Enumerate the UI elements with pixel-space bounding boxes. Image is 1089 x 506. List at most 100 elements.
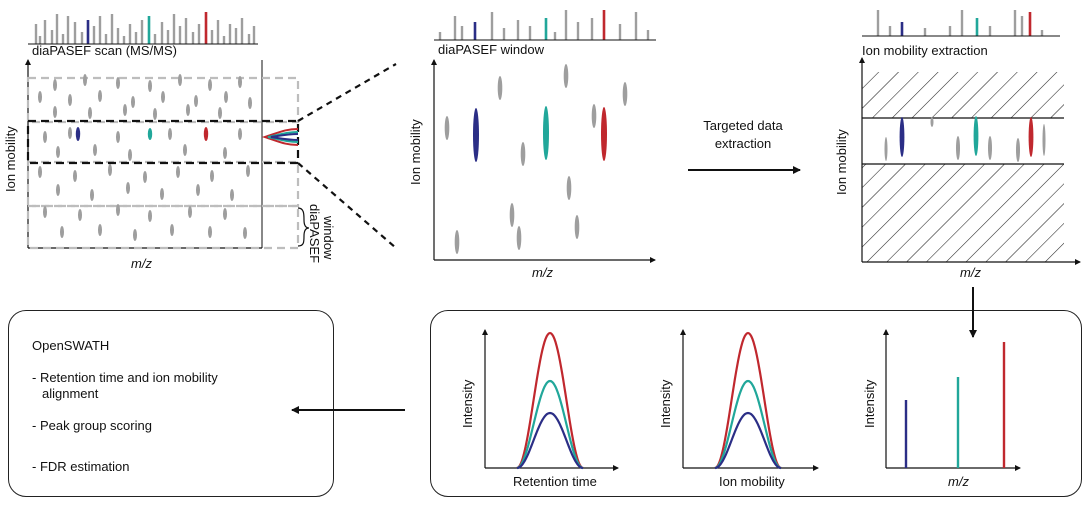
precursor-spot bbox=[194, 95, 198, 107]
window-label-line1: diaPASEF bbox=[307, 204, 322, 263]
precursor-spot bbox=[98, 224, 102, 236]
precursor-spot bbox=[509, 203, 515, 227]
precursor-spot bbox=[223, 147, 227, 159]
precursor-spot bbox=[186, 104, 190, 116]
peak-curve bbox=[714, 379, 782, 470]
summary-item-alignment-cont: alignment bbox=[42, 386, 99, 401]
precursor-spot bbox=[161, 91, 165, 103]
precursor-spot bbox=[83, 74, 87, 86]
precursor-spot bbox=[128, 149, 132, 161]
extraction-hatch-upper bbox=[862, 72, 1064, 118]
precursor-spot bbox=[1016, 138, 1020, 162]
precursor-spot bbox=[188, 206, 192, 218]
precursor-spot bbox=[218, 107, 222, 119]
summary-item-alignment: - Retention time and ion mobility bbox=[32, 370, 218, 385]
extraction-hatch-lower bbox=[862, 164, 1064, 262]
precursor-spot bbox=[108, 164, 112, 176]
extraction-panel-title: Ion mobility extraction bbox=[862, 43, 988, 58]
precursor-spot bbox=[473, 108, 479, 162]
extraction-x-label: m/z bbox=[960, 265, 981, 280]
precursor-spot bbox=[591, 104, 597, 128]
precursor-spot bbox=[516, 226, 522, 250]
precursor-spot bbox=[75, 127, 81, 141]
extraction-arrow-label-line1: Targeted data bbox=[703, 118, 783, 133]
window-brace bbox=[297, 207, 310, 247]
precursor-spot bbox=[956, 136, 960, 160]
precursor-spot bbox=[884, 137, 888, 161]
extraction-band-spots bbox=[884, 116, 1046, 162]
precursor-spot bbox=[147, 128, 153, 140]
precursor-spot bbox=[43, 206, 47, 218]
im-plot-y-label: Intensity bbox=[658, 379, 673, 428]
precursor-spot bbox=[1028, 117, 1034, 157]
precursor-spot bbox=[131, 96, 135, 108]
precursor-spot bbox=[183, 144, 187, 156]
precursor-spot bbox=[210, 170, 214, 182]
extracted-signal-plots-box bbox=[430, 310, 1082, 497]
precursor-spot bbox=[988, 136, 992, 160]
precursor-spot bbox=[230, 189, 234, 201]
rt-plot-x-label: Retention time bbox=[513, 474, 597, 489]
profile-teal bbox=[267, 131, 299, 143]
precursor-spot bbox=[123, 104, 127, 116]
precursor-spot bbox=[203, 127, 209, 141]
window-y-label: Ion mobility bbox=[408, 119, 423, 185]
precursor-spot bbox=[38, 91, 42, 103]
window-label-line2: window bbox=[321, 215, 336, 260]
peak-curve bbox=[516, 411, 584, 470]
window-x-label: m/z bbox=[532, 265, 553, 280]
scan-x-label: m/z bbox=[131, 256, 152, 271]
precursor-spot bbox=[208, 226, 212, 238]
mz-plot-y-label: Intensity bbox=[862, 379, 877, 428]
peak-curve bbox=[714, 411, 782, 470]
precursor-spot bbox=[56, 184, 60, 196]
precursor-spot bbox=[248, 97, 252, 109]
precursor-spot bbox=[116, 204, 120, 216]
window-selected-dashed bbox=[26, 119, 300, 165]
precursor-spot bbox=[973, 116, 979, 156]
precursor-spot bbox=[170, 224, 174, 236]
scan-ms-spectrum bbox=[34, 12, 256, 44]
precursor-spot bbox=[38, 166, 42, 178]
window-panel-title: diaPASEF window bbox=[438, 42, 545, 57]
precursor-spot bbox=[246, 165, 250, 177]
precursor-spot bbox=[196, 184, 200, 196]
precursor-spot bbox=[224, 91, 228, 103]
precursor-spot bbox=[497, 76, 503, 100]
peak-curve bbox=[714, 331, 782, 470]
extraction-ms-spectrum bbox=[876, 10, 1044, 36]
extraction-arrow-label-line2: extraction bbox=[715, 136, 771, 151]
precursor-spot bbox=[93, 144, 97, 156]
peak-curve bbox=[516, 331, 584, 470]
profile-blue bbox=[270, 133, 299, 141]
precursor-spot bbox=[160, 188, 164, 200]
summary-item-scoring: - Peak group scoring bbox=[32, 418, 152, 433]
precursor-spot bbox=[148, 80, 152, 92]
precursor-spot bbox=[601, 107, 607, 161]
summary-item-fdr: - FDR estimation bbox=[32, 459, 130, 474]
precursor-spot bbox=[53, 79, 57, 91]
precursor-spot bbox=[520, 142, 526, 166]
precursor-spot bbox=[176, 166, 180, 178]
precursor-spot bbox=[143, 171, 147, 183]
precursor-spot bbox=[444, 116, 450, 140]
precursor-spot bbox=[243, 227, 247, 239]
window-ms-spectrum bbox=[438, 10, 650, 40]
precursor-spot bbox=[68, 127, 72, 139]
peak-curve bbox=[516, 379, 584, 470]
precursor-spot bbox=[563, 64, 569, 88]
precursor-spot bbox=[68, 94, 72, 106]
scan-y-label: Ion mobility bbox=[3, 126, 18, 192]
precursor-spot bbox=[53, 106, 57, 118]
extraction-y-label: Ion mobility bbox=[834, 129, 849, 195]
precursor-spot bbox=[168, 128, 172, 140]
precursor-spot bbox=[133, 229, 137, 241]
mz-plot-x-label: m/z bbox=[948, 474, 969, 489]
window-middle-dashed bbox=[26, 160, 300, 208]
precursor-spot bbox=[543, 106, 549, 160]
openswath-summary-box bbox=[8, 310, 334, 497]
precursor-spot bbox=[622, 82, 628, 106]
im-plot-x-label: Ion mobility bbox=[719, 474, 785, 489]
precursor-spot bbox=[153, 108, 157, 120]
rt-plot-curves bbox=[516, 331, 584, 470]
